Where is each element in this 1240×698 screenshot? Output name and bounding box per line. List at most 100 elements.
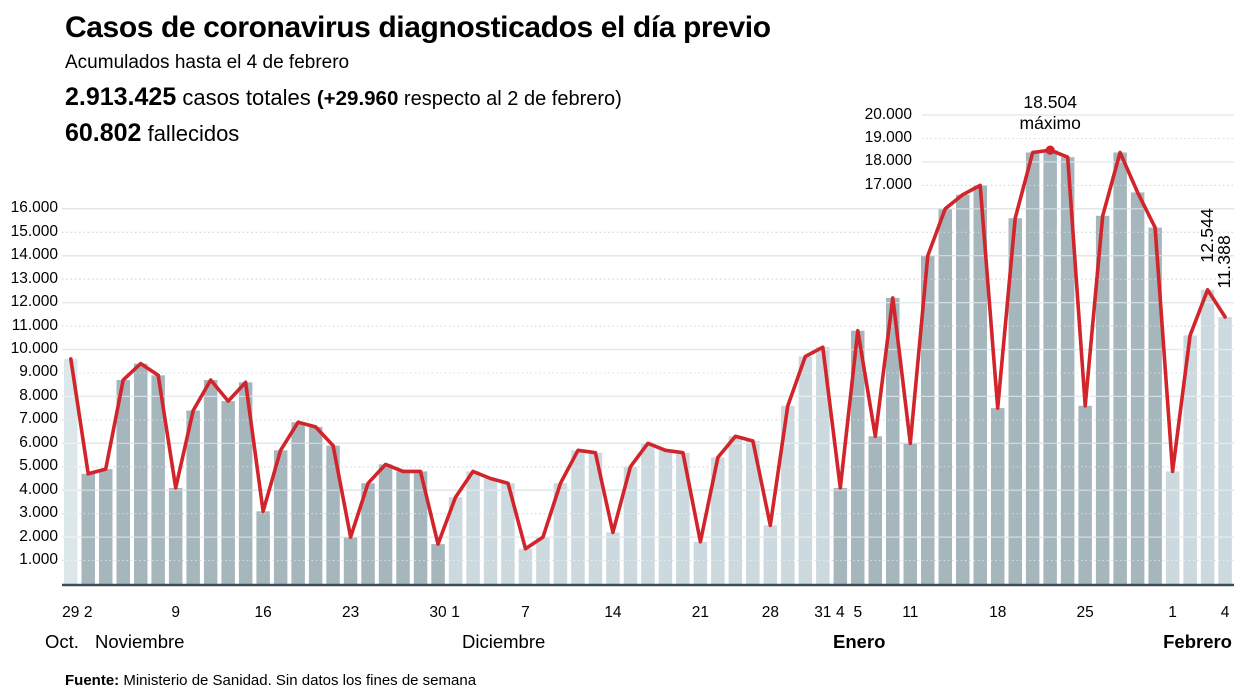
bar-day-nov [221,401,235,584]
x-tick-nov-16: 16 [254,604,272,621]
bar-day-nov [326,445,340,584]
bar-day-jan [1008,218,1022,584]
bar-day-dec [781,405,795,584]
bar-day-feb [1200,289,1215,584]
x-tick-jan-5: 5 [853,604,863,621]
bar-30-nov [431,544,445,584]
bar-day-nov [273,450,288,584]
bar-day-nov [396,471,410,584]
y-axis-label-11000: 11.000 [11,316,58,334]
bar-21-dec [693,541,708,584]
bar-day-dec [746,441,760,584]
bar-day-jan [1095,215,1110,585]
x-tick-dec-21: 21 [691,604,709,621]
bar-day-jan [1113,152,1127,584]
bar-day-dec [588,452,603,584]
month-label-febrero: Febrero [1163,631,1232,652]
bar-day-nov [116,380,130,584]
y-axis-label-18000: 18.000 [864,152,912,170]
y-axis-label-19000: 19.000 [864,128,912,146]
x-tick-feb-4: 4 [1220,604,1230,621]
bar-16-nov [256,511,270,584]
bar-day-dec [553,483,568,584]
y-axis-label-7000: 7.000 [19,410,58,428]
bar-day-nov [308,426,323,584]
bar-4-jan [833,487,848,584]
chart-subtitle: Acumulados hasta el 4 de febrero [65,52,350,73]
bar-day-nov [203,380,218,584]
bar-day-jan [868,436,882,584]
y-axis-label-14000: 14.000 [10,246,58,264]
bar-9-nov [168,487,183,584]
source-text: Ministerio de Sanidad. Sin datos los fin… [119,672,477,689]
x-tick-dec-31: 31 [814,604,832,621]
bar-day-dec [798,356,813,584]
bar-day-jan [973,185,987,584]
y-axis-label-4000: 4.000 [19,480,58,498]
bar-day-dec [483,478,498,584]
source-label: Fuente: [65,672,120,689]
bar-18-jan [991,408,1005,584]
max-annotation: 18.504 máximo [1020,92,1081,133]
x-tick-dec-1: 1 [451,604,460,621]
y-axis-label-16000: 16.000 [10,199,58,217]
bar-day-dec [623,466,638,585]
month-label-diciembre: Diciembre [462,631,546,652]
y-axis-label-3000: 3.000 [19,504,58,522]
x-tick-dec-14: 14 [604,604,622,621]
bar-day-jan [1148,227,1162,584]
bar-day-jan [886,297,900,584]
bar-1-dec [448,497,463,584]
bar-day-nov [134,363,148,584]
x-tick-feb-1: 1 [1168,604,1177,621]
bar-day-jan [1043,150,1057,584]
total-cases-label: casos totales [176,85,317,110]
bar-day-dec [676,452,690,584]
bar-31-dec [816,347,830,584]
bar-day-nov [186,410,200,584]
y-axis-label-10000: 10.000 [10,340,58,357]
x-tick-dec-7: 7 [521,604,530,621]
deaths-line: 60.802 fallecidos [65,119,771,148]
bar-day-dec [711,457,725,584]
y-axis-label-6000: 6.000 [19,433,58,451]
bar-day-nov [151,375,165,584]
bar-5-jan [851,330,865,584]
bar-4-feb [1218,317,1232,584]
bar-day-dec [658,450,673,584]
bar-day-jan [1130,192,1145,584]
x-tick-nov-23: 23 [341,604,360,621]
x-tick-nov-30: 30 [429,604,447,621]
y-axis-label-12000: 12.000 [10,293,58,311]
bar-1-feb [1165,471,1180,584]
y-axis-label-2000: 2.000 [19,527,58,545]
deaths-label: fallecidos [141,121,240,146]
y-axis-label-17000: 17.000 [864,175,912,193]
source-note: Fuente: Ministerio de Sanidad. Sin datos… [65,672,476,689]
bar-day-dec [571,450,585,584]
page-title: Casos de coronavirus diagnosticados el d… [65,11,771,44]
bar-day-dec [501,483,515,584]
bar-2-nov [81,473,95,584]
bar-14-dec [606,532,620,584]
x-tick-jan-18: 18 [989,604,1007,621]
bar-28-dec [763,525,778,584]
bar-day-dec [728,436,743,584]
bar-day-feb [1183,335,1197,584]
total-cases-line: 2.913.425 casos totales (+29.960 respect… [65,83,771,112]
bar-day-dec [536,537,550,584]
x-tick-jan-4: 4 [835,604,845,621]
y-axis-label-8000: 8.000 [19,386,58,404]
x-tick-dec-28: 28 [761,604,779,621]
x-tick-nov-9: 9 [171,604,180,621]
y-axis-label-1000: 1.000 [19,551,58,569]
bar-day-jan [956,194,970,584]
x-tick-jan-25: 25 [1076,604,1094,621]
bar-day-nov [99,469,113,584]
annotation-feb4-value: 11.388 [1214,234,1235,289]
month-label-noviembre: Noviembre [95,631,185,652]
delta-label: respecto al 2 de febrero) [398,88,622,110]
chart-header: Casos de coronavirus diagnosticados el d… [65,10,771,148]
